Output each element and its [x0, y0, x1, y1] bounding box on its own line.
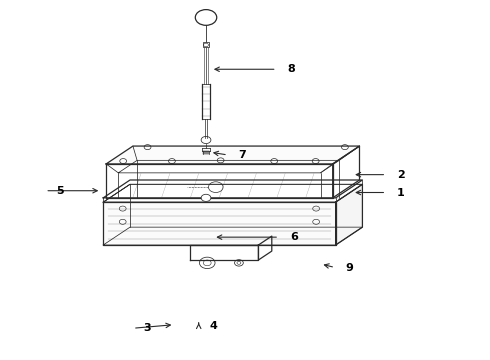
Text: 6: 6 [290, 232, 297, 242]
Polygon shape [106, 146, 360, 164]
Polygon shape [103, 202, 336, 245]
Polygon shape [336, 184, 363, 245]
Text: 7: 7 [239, 150, 246, 160]
FancyBboxPatch shape [203, 42, 209, 48]
Text: 4: 4 [209, 321, 217, 331]
Text: 8: 8 [288, 64, 295, 74]
Text: 5: 5 [56, 186, 64, 196]
Text: 2: 2 [397, 170, 405, 180]
Circle shape [201, 194, 211, 202]
Text: 3: 3 [144, 323, 151, 333]
Text: 9: 9 [346, 262, 354, 273]
Text: 1: 1 [397, 188, 405, 198]
